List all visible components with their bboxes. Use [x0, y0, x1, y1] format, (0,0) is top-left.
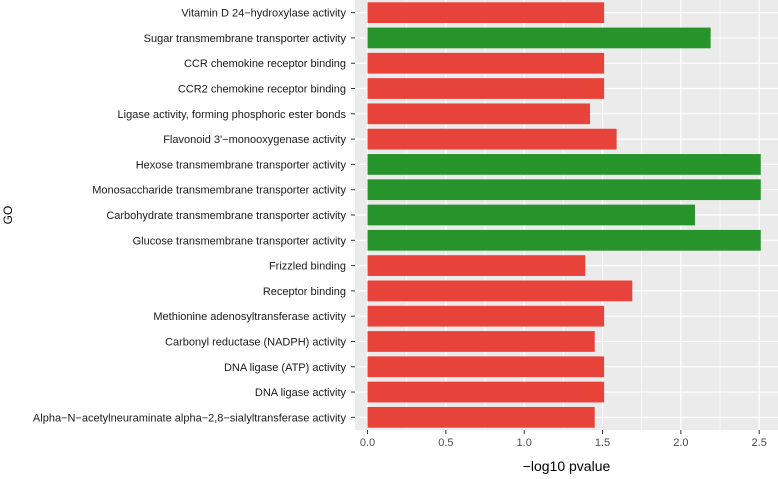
bar [367, 280, 633, 302]
bar [367, 305, 605, 327]
y-tick-label: Hexose transmembrane transporter activit… [136, 159, 347, 171]
x-tick-label: 2.0 [673, 437, 688, 449]
x-tick-label: 0.5 [438, 437, 453, 449]
x-axis-ticks: 0.0 0.5 1.0 1.5 2.0 2.5 [360, 430, 767, 449]
y-tick-label: Flavonoid 3'−monooxygenase activity [163, 134, 346, 146]
bar [367, 154, 761, 175]
bar [367, 381, 605, 403]
x-tick-label: 2.5 [752, 437, 767, 449]
y-tick-label: Receptor binding [263, 286, 346, 298]
bar [367, 128, 617, 150]
y-tick-label: Carbonyl reductase (NADPH) activity [165, 336, 346, 348]
y-tick-label: Methionine adenosyltransferase activity [153, 311, 346, 323]
x-axis-title: −log10 pvalue [523, 458, 611, 474]
bar [367, 27, 711, 49]
bar [367, 78, 605, 99]
y-tick-label: Ligase activity, forming phosphoric este… [118, 109, 347, 121]
bar [367, 204, 695, 226]
y-tick-label: Frizzled binding [269, 261, 346, 273]
y-tick-label: Carbohydrate transmembrane transporter a… [106, 210, 346, 222]
y-axis-ticks: Vitamin D 24−hydroxylase activity Sugar t… [33, 8, 355, 424]
bar [367, 52, 605, 74]
bar [367, 2, 605, 24]
x-tick-label: 0.0 [360, 437, 375, 449]
y-tick-label: Alpha−N−acetylneuraminate alpha−2,8−sial… [33, 412, 347, 424]
bar [367, 356, 605, 378]
y-tick-label: DNA ligase (ATP) activity [224, 362, 347, 374]
x-tick-label: 1.5 [595, 437, 610, 449]
bar [367, 179, 761, 201]
y-tick-label: Monosaccharide transmembrane transporter… [92, 185, 346, 197]
y-tick-label: Vitamin D 24−hydroxylase activity [181, 8, 346, 20]
bars [367, 2, 761, 428]
y-tick-label: Sugar transmembrane transporter activity [144, 33, 347, 45]
x-tick-label: 1.0 [517, 437, 532, 449]
y-axis-title: GO [1, 206, 15, 225]
y-tick-label: CCR chemokine receptor binding [184, 58, 346, 70]
bar [367, 255, 586, 276]
y-tick-label: DNA ligase activity [255, 387, 347, 399]
y-tick-label: CCR2 chemokine receptor binding [178, 84, 346, 96]
y-tick-label: Glucose transmembrane transporter activi… [133, 235, 347, 247]
bar [367, 406, 595, 428]
bar [367, 229, 761, 251]
bar [367, 103, 590, 125]
bar [367, 331, 595, 352]
